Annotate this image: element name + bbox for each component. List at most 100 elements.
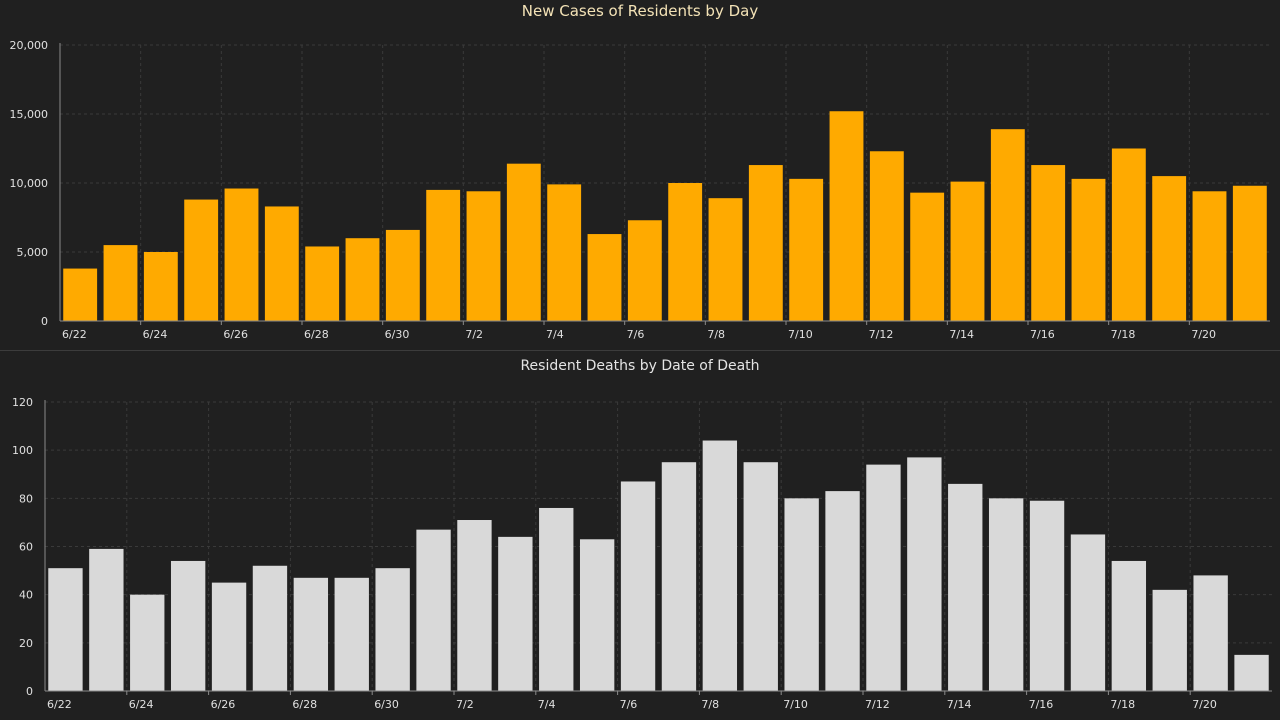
cases-x-tick-label: 7/20 <box>1191 328 1216 341</box>
cases-x-tick-label: 7/2 <box>465 328 483 341</box>
deaths-x-tick-label: 7/8 <box>701 698 719 711</box>
cases-x-tick-label: 7/6 <box>627 328 645 341</box>
deaths-x-tick-label: 7/14 <box>947 698 972 711</box>
cases-bar-7-10 <box>789 178 824 321</box>
deaths-bar-7-11 <box>825 491 860 691</box>
cases-bar-7-17 <box>1071 178 1106 321</box>
cases-x-tick-label: 6/26 <box>223 328 248 341</box>
cases-x-tick-label: 7/14 <box>949 328 974 341</box>
cases-x-tick-label: 7/18 <box>1111 328 1136 341</box>
deaths-x-tick-label: 6/30 <box>374 698 399 711</box>
cases-x-tick-label: 7/16 <box>1030 328 1055 341</box>
cases-bar-7-16 <box>1031 165 1066 321</box>
deaths-y-tick-label: 120 <box>12 396 33 409</box>
cases-bar-7-3 <box>506 163 541 321</box>
deaths-bar-7-2 <box>457 520 492 691</box>
cases-y-tick-label: 15,000 <box>10 108 49 121</box>
deaths-x-tick-label: 6/28 <box>292 698 317 711</box>
deaths-bar-6-29 <box>334 577 369 691</box>
deaths-bar-7-18 <box>1111 560 1147 691</box>
deaths-bar-6-23 <box>89 548 124 691</box>
deaths-x-tick-label: 7/4 <box>538 698 556 711</box>
cases-bar-7-2 <box>466 191 501 321</box>
deaths-x-tick-label: 6/22 <box>47 698 72 711</box>
cases-bar-7-7 <box>668 183 703 321</box>
deaths-bar-7-21 <box>1234 654 1269 691</box>
cases-bar-7-21 <box>1232 185 1267 321</box>
cases-bar-6-23 <box>103 245 138 321</box>
deaths-bar-6-28 <box>293 577 329 691</box>
deaths-bar-6-25 <box>170 560 206 691</box>
deaths-bar-7-16 <box>1029 500 1065 691</box>
cases-x-tick-label: 7/12 <box>869 328 894 341</box>
deaths-bar-7-8 <box>702 440 738 691</box>
cases-bar-7-8 <box>708 198 743 321</box>
deaths-bar-7-6 <box>620 481 656 691</box>
cases-bar-7-12 <box>869 151 904 321</box>
cases-bar-7-1 <box>426 189 461 321</box>
cases-bar-6-24 <box>143 252 178 321</box>
deaths-x-tick-label: 6/26 <box>211 698 236 711</box>
cases-chart-panel: New Cases of Residents by Day 0 5,000 10,0… <box>0 0 1280 350</box>
cases-x-tick-label: 7/8 <box>707 328 725 341</box>
deaths-x-tick-label: 7/18 <box>1110 698 1135 711</box>
deaths-bar-7-4 <box>539 507 574 691</box>
deaths-y-tick-label: 0 <box>26 685 33 698</box>
deaths-x-tick-label: 7/20 <box>1192 698 1217 711</box>
cases-bar-7-15 <box>990 129 1025 321</box>
deaths-bar-chart: 0 20 40 60 80 100 120 6/22 6/24 6/26 6/28 6/30 7/2 7/… <box>12 396 1272 711</box>
cases-bar-6-22 <box>63 268 98 321</box>
cases-bar-7-4 <box>547 184 582 321</box>
cases-bar-7-11 <box>829 111 864 322</box>
deaths-bar-7-17 <box>1070 534 1106 691</box>
deaths-bar-6-24 <box>130 594 165 691</box>
panel-divider <box>0 350 1280 351</box>
deaths-bar-7-12 <box>866 464 901 691</box>
deaths-bar-7-7 <box>661 462 697 691</box>
cases-y-tick-label: 5,000 <box>17 246 49 259</box>
cases-bar-7-14 <box>950 181 985 321</box>
cases-x-tick-label: 7/10 <box>788 328 813 341</box>
deaths-bar-7-3 <box>498 536 533 691</box>
deaths-bar-6-26 <box>211 582 247 691</box>
deaths-bar-7-1 <box>416 529 451 691</box>
deaths-x-tick-label: 7/16 <box>1029 698 1054 711</box>
deaths-bar-7-10 <box>784 498 819 691</box>
deaths-y-tick-label: 100 <box>12 444 33 457</box>
deaths-x-tick-label: 6/24 <box>129 698 154 711</box>
deaths-y-tick-label: 40 <box>19 589 33 602</box>
deaths-x-tick-label: 7/6 <box>620 698 638 711</box>
cases-bar-7-5 <box>587 234 622 321</box>
deaths-x-tick-label: 7/12 <box>865 698 890 711</box>
deaths-bar-6-30 <box>375 568 410 691</box>
cases-bar-6-29 <box>345 238 380 321</box>
cases-bar-6-26 <box>224 188 259 321</box>
deaths-x-tick-label: 7/10 <box>783 698 808 711</box>
deaths-bar-7-14 <box>948 483 983 691</box>
cases-bar-6-30 <box>385 229 420 321</box>
cases-x-tick-label: 6/30 <box>385 328 410 341</box>
cases-bar-6-27 <box>264 206 299 321</box>
deaths-bar-7-19 <box>1152 589 1187 691</box>
cases-y-tick-label: 10,000 <box>10 177 49 190</box>
deaths-y-tick-label: 20 <box>19 637 33 650</box>
deaths-bar-7-20 <box>1193 575 1228 691</box>
cases-bar-7-20 <box>1192 191 1227 321</box>
deaths-bar-7-13 <box>907 457 942 691</box>
deaths-bar-7-9 <box>743 462 778 691</box>
deaths-chart-title: Resident Deaths by Date of Death <box>520 358 760 374</box>
deaths-y-tick-label: 60 <box>19 541 33 554</box>
deaths-chart-panel: Resident Deaths by Date of Death 0 20 40 60… <box>0 351 1280 720</box>
deaths-bar-6-27 <box>252 565 288 691</box>
cases-y-tick-label: 20,000 <box>10 39 49 52</box>
cases-bar-7-19 <box>1152 176 1187 321</box>
deaths-bar-6-22 <box>48 568 83 691</box>
deaths-bar-7-5 <box>579 539 615 691</box>
cases-x-tick-label: 6/24 <box>143 328 168 341</box>
deaths-y-tick-label: 80 <box>19 492 33 505</box>
cases-x-tick-label: 6/22 <box>62 328 87 341</box>
deaths-bar-7-15 <box>988 498 1024 691</box>
deaths-x-tick-label: 7/2 <box>456 698 474 711</box>
cases-bar-chart: 0 5,000 10,000 15,000 20,000 6/22 6/24 6/26 6/28… <box>10 39 1270 341</box>
